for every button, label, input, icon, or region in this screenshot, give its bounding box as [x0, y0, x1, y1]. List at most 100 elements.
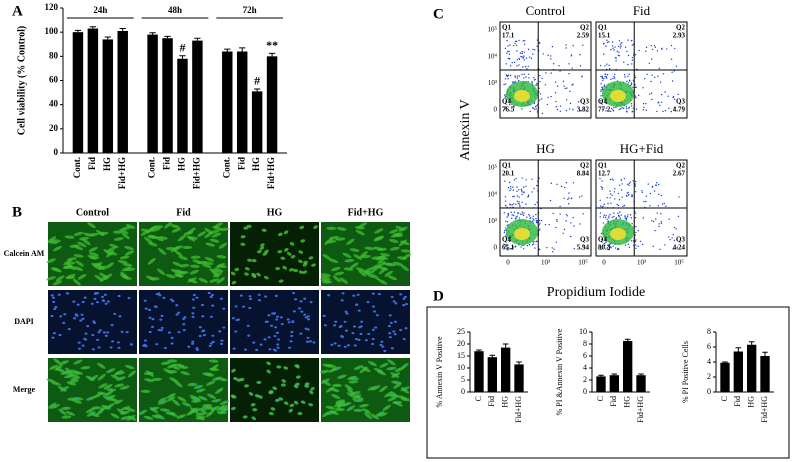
nucleus [159, 318, 163, 321]
nucleus [161, 399, 164, 401]
quadrant-name: Q2 [676, 24, 685, 32]
x-tick-label: Fid [733, 396, 742, 407]
y-tick-label: 40 [49, 99, 59, 109]
event-dot [634, 217, 637, 219]
event-dot [606, 218, 608, 220]
cell [342, 252, 352, 259]
nucleus [76, 400, 79, 403]
event-dot [528, 213, 530, 216]
nucleus [356, 293, 360, 296]
bar [623, 341, 633, 392]
cell [79, 236, 90, 241]
nucleus [202, 410, 205, 412]
event-dot [625, 218, 627, 220]
event-dot [635, 244, 637, 246]
event-dot [549, 199, 552, 202]
nucleus [387, 324, 391, 328]
cell [358, 222, 368, 228]
event-dot [677, 215, 680, 218]
cell [170, 224, 180, 229]
cell [119, 255, 130, 260]
nucleus [242, 305, 246, 308]
nucleus [371, 362, 374, 365]
event-dot [507, 57, 509, 60]
event-dot [527, 48, 530, 51]
nucleus [329, 406, 332, 409]
event-dot [577, 101, 580, 103]
nucleus [54, 405, 57, 408]
event-dot [659, 104, 661, 107]
error-bar [253, 88, 261, 92]
nucleus [276, 346, 280, 349]
event-dot [649, 93, 651, 95]
cell [198, 277, 208, 283]
event-dot [660, 213, 662, 215]
nucleus [109, 396, 112, 398]
event-dot [529, 110, 531, 113]
event-dot [610, 78, 612, 81]
cell [216, 277, 225, 284]
bar [487, 357, 497, 392]
y-tick-label: 10⁴ [488, 190, 498, 198]
nucleus [404, 388, 407, 390]
nucleus [65, 416, 68, 418]
event-dot [568, 192, 570, 194]
nucleus [195, 348, 199, 351]
error-bar [104, 36, 111, 40]
event-dot [539, 228, 541, 230]
nucleus [191, 315, 195, 318]
nucleus [220, 339, 224, 342]
event-dot [651, 220, 653, 222]
group-header: 72h [243, 5, 257, 15]
event-dot [509, 74, 512, 77]
event-dot [505, 205, 507, 207]
event-dot [544, 223, 547, 226]
nucleus [223, 409, 226, 412]
event-dot [569, 102, 572, 105]
event-dot [568, 73, 570, 75]
nucleus [209, 315, 213, 318]
event-dot [666, 48, 668, 50]
cell [371, 273, 380, 281]
event-dot [521, 193, 523, 196]
event-dot [535, 105, 538, 107]
nucleus [103, 293, 107, 296]
nucleus [366, 301, 370, 304]
quadrant-name: Q4 [598, 236, 607, 244]
event-dot [627, 214, 629, 216]
event-dot [623, 204, 626, 207]
cell [96, 264, 106, 270]
event-dot [602, 222, 605, 224]
event-dot [626, 216, 629, 218]
event-dot [529, 217, 531, 220]
nucleus [391, 398, 394, 400]
event-dot [525, 57, 528, 59]
event-dot [556, 220, 558, 222]
event-dot [672, 233, 674, 236]
nucleus [130, 373, 133, 375]
event-dot [669, 238, 671, 241]
cell [46, 276, 56, 281]
cell [212, 272, 222, 278]
cell [364, 246, 375, 251]
event-dot [627, 82, 630, 84]
panel-label: B [12, 204, 22, 220]
event-dot [643, 78, 646, 80]
event-dot [509, 44, 511, 46]
event-dot [618, 215, 620, 217]
event-dot [600, 238, 603, 240]
event-dot [524, 65, 527, 68]
event-dot [568, 63, 570, 65]
event-dot [528, 77, 530, 79]
nucleus [290, 404, 293, 407]
nucleus [144, 307, 148, 310]
nucleus [66, 292, 70, 295]
event-dot [632, 180, 634, 182]
event-dot [514, 40, 517, 43]
event-dot [510, 247, 512, 250]
y-tick-label: 15 [457, 351, 465, 360]
event-dot [602, 79, 604, 82]
event-dot [514, 218, 517, 220]
event-dot [507, 213, 510, 216]
